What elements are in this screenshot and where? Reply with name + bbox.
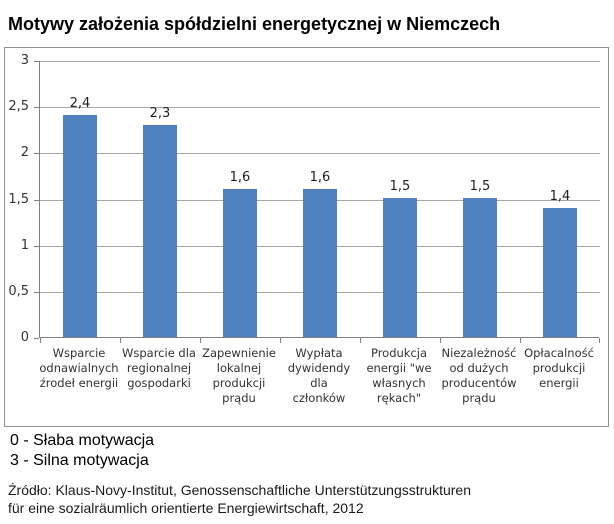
- scale-legend-line-min: 0 - Słaba motywacja: [10, 432, 155, 449]
- bar: [543, 208, 577, 337]
- x-axis-tick: [280, 338, 281, 343]
- gridline: [40, 107, 600, 108]
- y-axis-tick-label: 3: [20, 53, 29, 68]
- x-axis-tick: [120, 338, 121, 343]
- bar: [143, 125, 177, 337]
- x-axis-tick: [599, 338, 600, 343]
- category-label: Wsparcie odnawialnych źrodeł energii: [39, 346, 119, 390]
- category-label: Zapewnienie lokalnej produkcji prądu: [202, 346, 276, 405]
- category-label: Wsparcie dla regionalnej gospodarki: [122, 346, 196, 390]
- y-axis-tick-label: 1: [20, 238, 29, 253]
- chart-frame: 0 0,5 1 1,5 2 2,5 3 2,4 2,3 1,6 1,6 1,5 1,5 1,4 Wspa…: [4, 47, 609, 427]
- bar-value-label: 1,6: [309, 170, 331, 185]
- y-axis-tick-label: 2: [20, 145, 29, 160]
- bar: [383, 198, 417, 337]
- y-axis-tick: [34, 292, 39, 293]
- bar: [63, 115, 97, 337]
- y-axis-tick: [34, 200, 39, 201]
- y-axis-tick-label: 1,5: [8, 192, 29, 207]
- category-label: Produkcja energii "we własnych rękach": [366, 346, 432, 405]
- x-axis-tick: [360, 338, 361, 343]
- x-axis-tick: [520, 338, 521, 343]
- bar: [223, 189, 257, 337]
- category-label: Niezależność od dużych producentów prądu: [441, 346, 517, 405]
- scale-legend-line-max: 3 - Silna motywacja: [10, 452, 149, 469]
- y-axis-tick: [34, 61, 39, 62]
- bar: [303, 189, 337, 337]
- y-axis-tick-label: 0: [20, 330, 29, 345]
- x-axis-tick: [440, 338, 441, 343]
- x-axis-tick: [200, 338, 201, 343]
- category-axis: Wsparcie odnawialnych źrodeł energii Wspa…: [39, 346, 599, 406]
- y-axis-tick-label: 2,5: [8, 99, 29, 114]
- y-axis-tick: [34, 246, 39, 247]
- y-axis-tick: [34, 107, 39, 108]
- gridline: [40, 153, 600, 154]
- x-axis-tick: [40, 338, 41, 343]
- bar-value-label: 1,6: [229, 170, 251, 185]
- category-label: Opłacalność produkcji energii: [524, 346, 594, 390]
- y-axis-tick: [34, 153, 39, 154]
- category-label: Wypłata dywidendy dla członków: [287, 346, 351, 405]
- bar-value-label: 1,5: [469, 179, 491, 194]
- source-note: Źródło: Klaus-Novy-Institut, Genossensch…: [8, 482, 471, 516]
- scale-legend: 0 - Słaba motywacja 3 - Silna motywacja: [10, 431, 154, 471]
- bar-value-label: 1,4: [549, 189, 571, 204]
- y-axis-labels: 0 0,5 1 1,5 2 2,5 3: [5, 53, 39, 345]
- gridline: [40, 61, 600, 62]
- plot-area: 2,4 2,3 1,6 1,6 1,5 1,5 1,4: [39, 61, 600, 343]
- bar: [463, 198, 497, 337]
- bar-value-label: 2,3: [149, 106, 171, 121]
- y-axis-tick-label: 0,5: [8, 284, 29, 299]
- y-axis-tick: [34, 338, 39, 339]
- bar-value-label: 2,4: [69, 96, 91, 111]
- bar-value-label: 1,5: [389, 179, 411, 194]
- chart-title: Motywy założenia spółdzielni energetyczn…: [8, 14, 501, 34]
